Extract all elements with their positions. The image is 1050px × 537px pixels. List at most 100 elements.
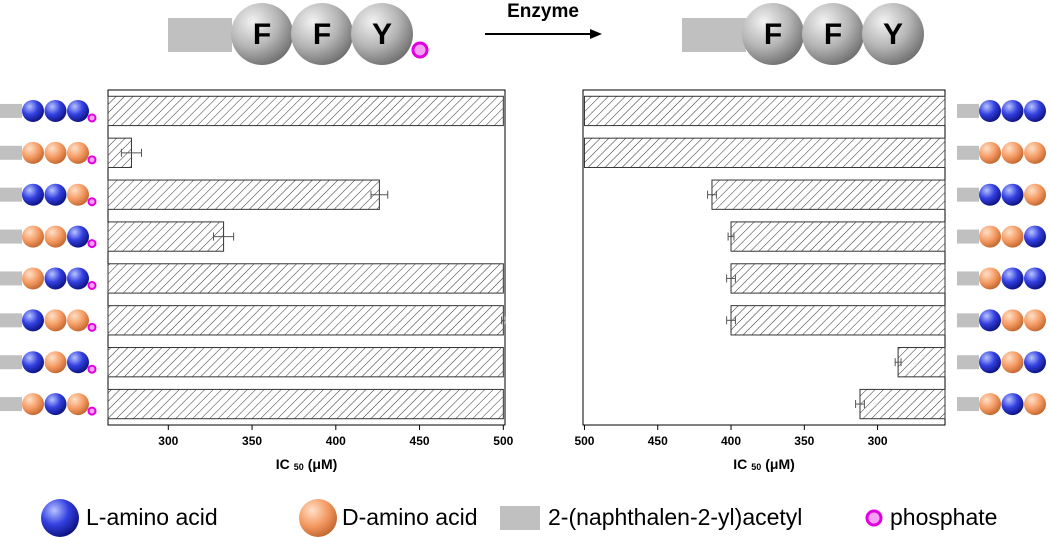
phosphate-icon [87,113,97,123]
residue-icon [979,225,1001,248]
residue: F [824,18,842,51]
legend-swatch [865,509,883,527]
residue-icon [44,141,67,164]
acetyl-block [957,145,979,160]
residue-icon [44,393,67,416]
phosphate-icon [87,280,97,290]
acetyl-block [0,397,22,412]
residue: F [764,18,782,51]
acetyl-block [0,271,22,286]
residue-icon [1024,183,1046,206]
residue-icon [979,351,1001,374]
residue-icon [67,225,89,248]
legend-label: 2-(naphthalen-2-yl)acetyl [548,504,802,530]
residue-icon [22,309,44,332]
legend-label: L-amino acid [86,504,218,530]
x-axis-label-main: IC [276,456,290,472]
residue-icon [1024,267,1046,290]
x-tick-label: 350 [242,434,262,448]
acetyl-block [0,103,22,118]
residue-icon [1001,225,1024,248]
arrow-label: Enzyme [507,1,579,22]
sphere [862,3,924,65]
error-bar [370,190,389,199]
bar [107,347,504,378]
error-bar [727,232,735,241]
acetyl-block [0,355,22,370]
residue-icon [67,309,89,332]
acetyl-block [957,313,979,328]
residue-icon [67,183,89,206]
error-bar [855,400,865,409]
phosphate-icon [87,364,97,374]
residue-icon [22,183,44,206]
bar [107,179,380,210]
acetyl-block [957,187,979,202]
acetyl-block [0,229,22,244]
phosphate-icon [87,155,97,165]
residue-icon [22,141,44,164]
acetyl-block [0,145,22,160]
residue-icon [67,393,89,416]
residue-icon [67,99,89,122]
bar [711,179,946,210]
legend-label: D-amino acid [342,504,478,530]
arrow-head [590,29,602,39]
x-axis-label-main: IC [733,456,747,472]
bar [859,388,946,420]
residue-icon [1001,267,1024,290]
error-bar [707,190,717,199]
x-tick-label: 300 [868,434,888,448]
error-bar [726,274,736,283]
acetyl-block [957,397,979,412]
residue-icon [1024,309,1046,332]
residue-icon [1024,141,1046,164]
error-bar [726,316,736,325]
acetyl-block [957,229,979,244]
scheme: F F Y Enzyme F F Y [168,1,924,65]
residue-icon [979,393,1001,416]
legend-swatch [41,499,79,537]
phosphate-icon [87,239,97,249]
x-tick-label: 500 [493,434,513,448]
bar [583,95,946,127]
acetyl-block [0,313,22,328]
residue-icon [1001,99,1024,122]
bar [897,347,946,378]
x-axis-label: IC 50 (μM) [733,456,795,473]
residue: F [253,18,271,51]
plot-frame [582,89,946,426]
x-tick-label: 350 [794,434,814,448]
residue-icon [979,141,1001,164]
bar [730,221,946,252]
x-tick-label: 300 [158,434,178,448]
residue: Y [883,18,903,51]
sphere [291,3,353,65]
phosphate [411,41,429,59]
x-tick-label: 450 [410,434,430,448]
bar [107,263,504,294]
residue-icon [22,225,44,248]
residue-icon [1001,183,1024,206]
residue-icon [44,225,67,248]
residue-icon [1024,225,1046,248]
bar [107,95,504,127]
residue-icon [1001,351,1024,374]
residue-icon [22,393,44,416]
x-tick-label: 400 [326,434,346,448]
residue-icon [44,351,67,374]
residue-icon [44,267,67,290]
error-bar [213,232,235,241]
residue-icon [979,267,1001,290]
bar [107,388,504,420]
residue-icon [979,309,1001,332]
legend: L-amino acid D-amino acid 2-(naphthalen-… [41,499,997,537]
acetyl-block [957,271,979,286]
phosphate-icon [87,406,97,416]
x-tick-label: 400 [721,434,741,448]
acetyl-block [168,18,232,52]
x-tick-label: 500 [574,434,594,448]
acetyl-block [957,355,979,370]
bar [583,137,946,168]
